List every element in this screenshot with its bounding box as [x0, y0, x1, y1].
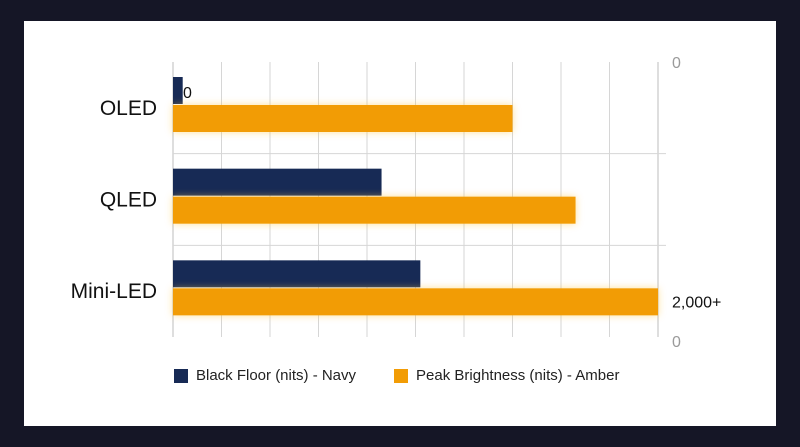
category-label-mini-led: Mini-LED: [71, 280, 157, 303]
category-label-oled: OLED: [100, 97, 157, 120]
legend-item-peak-brightness: Peak Brightness (nits) - Amber: [394, 367, 619, 384]
category-label-qled: QLED: [100, 189, 157, 212]
legend-label-black-floor: Black Floor (nits) - Navy: [196, 367, 357, 384]
bar-chart: OLED QLED Mini-LED 0 2,000+ 0 0: [71, 55, 722, 351]
bar-black-floor-mini-led: [173, 260, 421, 288]
bar-black-floor-qled: [173, 168, 382, 196]
legend-swatch-navy: [174, 368, 188, 383]
data-label-min: 0: [183, 85, 192, 102]
axis-label-bottom: 0: [672, 334, 681, 351]
legend-swatch-amber: [394, 368, 409, 383]
chart-bars: [173, 77, 658, 316]
axis-label-top: 0: [672, 55, 681, 72]
legend-label-peak-brightness: Peak Brightness (nits) - Amber: [416, 367, 620, 384]
chart-legend: Black Floor (nits) - Navy Peak Brightnes…: [174, 367, 657, 384]
bar-peak-brightness-oled: [173, 105, 513, 132]
legend-item-black-floor: Black Floor (nits) - Navy: [174, 367, 356, 384]
chart-card: OLED QLED Mini-LED 0 2,000+ 0 0 Black Floor (n…: [24, 21, 776, 426]
data-label-max: 2,000+: [672, 294, 721, 311]
chart-labels: OLED QLED Mini-LED 0 2,000+ 0 0: [71, 55, 722, 351]
bar-peak-brightness-qled: [173, 196, 576, 224]
bar-peak-brightness-mini-led: [173, 288, 658, 316]
bar-black-floor-oled: [173, 77, 183, 104]
